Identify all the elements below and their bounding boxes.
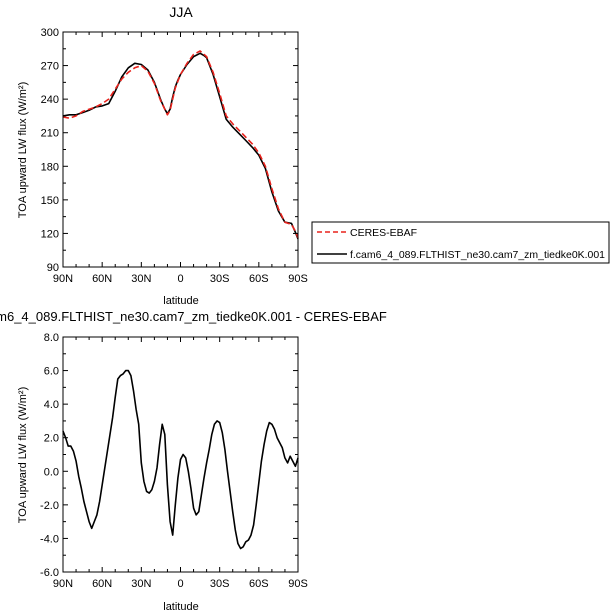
top-y-tick-label: 270 xyxy=(41,61,59,73)
bottom-y-tick-label: 2.0 xyxy=(44,433,59,445)
bottom-x-tick-label: 60N xyxy=(92,578,112,590)
bottom-x-tick-label: 0 xyxy=(177,578,183,590)
bottom-x-tick-label: 30S xyxy=(210,578,230,590)
bottom-x-axis-label: latitude xyxy=(163,601,198,613)
top-y-tick-label: 120 xyxy=(41,228,59,240)
bottom-series-group xyxy=(62,369,299,550)
legend-label-model: f.cam6_4_089.FLTHIST_ne30.cam7_zm_tiedke… xyxy=(350,249,605,261)
bottom-y-tick-label: 4.0 xyxy=(44,399,59,411)
bottom-panel: f.cam6_4_089.FLTHIST_ne30.cam7_zm_tiedke… xyxy=(0,309,387,613)
top-ticks: 90N 60N 30N 0 30S 60S 90S 90 120 150 180 210 240 270 3… xyxy=(41,27,308,285)
bottom-x-tick-label: 90N xyxy=(53,578,73,590)
legend: CERES-EBAF f.cam6_4_089.FLTHIST_ne30.cam… xyxy=(311,221,610,264)
bottom-series-line-model xyxy=(62,369,299,550)
bottom-y-tick-label: -4.0 xyxy=(40,533,59,545)
bottom-title: f.cam6_4_089.FLTHIST_ne30.cam7_zm_tiedke… xyxy=(0,309,387,324)
bottom-x-tick-label: 30N xyxy=(131,578,151,590)
bottom-y-tick-label: -2.0 xyxy=(40,500,59,512)
top-y-tick-label: 150 xyxy=(41,195,59,207)
bottom-x-tick-label: 60S xyxy=(249,578,269,590)
top-y-tick-label: 210 xyxy=(41,128,59,140)
top-x-tick-label: 90S xyxy=(288,273,308,285)
top-x-tick-label: 60N xyxy=(92,273,112,285)
top-plot-frame xyxy=(62,31,299,268)
top-x-tick-label: 30N xyxy=(131,273,151,285)
top-x-tick-label: 30S xyxy=(210,273,230,285)
legend-box xyxy=(311,221,610,264)
top-panel: JJA 90N 60N 30N 0 30S 60S 90S 90 120 150 180 210 240… xyxy=(17,4,308,307)
top-x-tick-label: 90N xyxy=(53,273,73,285)
legend-label-ceres: CERES-EBAF xyxy=(350,227,417,239)
top-series-line-model xyxy=(62,52,299,240)
top-y-tick-label: 300 xyxy=(41,27,59,39)
bottom-x-tick-label: 90S xyxy=(288,578,308,590)
bottom-ticks: 90N 60N 30N 0 30S 60S 90S 8.0 6.0 4.0 2.0 0.0 -2.0 -4… xyxy=(40,332,308,590)
bottom-y-tick-label: 8.0 xyxy=(44,332,59,344)
bottom-y-tick-label: 6.0 xyxy=(44,366,59,378)
top-y-tick-label: 90 xyxy=(47,262,59,274)
top-y-tick-label: 180 xyxy=(41,161,59,173)
top-x-tick-label: 60S xyxy=(249,273,269,285)
bottom-plot-frame xyxy=(62,336,299,573)
top-x-axis-label: latitude xyxy=(163,295,198,307)
bottom-y-axis-label: TOA upward LW flux (W/m²) xyxy=(17,387,29,524)
bottom-y-tick-label: 0.0 xyxy=(44,466,59,478)
top-x-tick-label: 0 xyxy=(177,273,183,285)
top-title: JJA xyxy=(169,4,193,20)
top-series-group xyxy=(62,50,299,240)
top-series-line-ceres xyxy=(62,50,299,239)
top-y-tick-label: 240 xyxy=(41,94,59,106)
top-y-axis-label: TOA upward LW flux (W/m²) xyxy=(17,82,29,219)
bottom-y-tick-label: -6.0 xyxy=(40,567,59,579)
